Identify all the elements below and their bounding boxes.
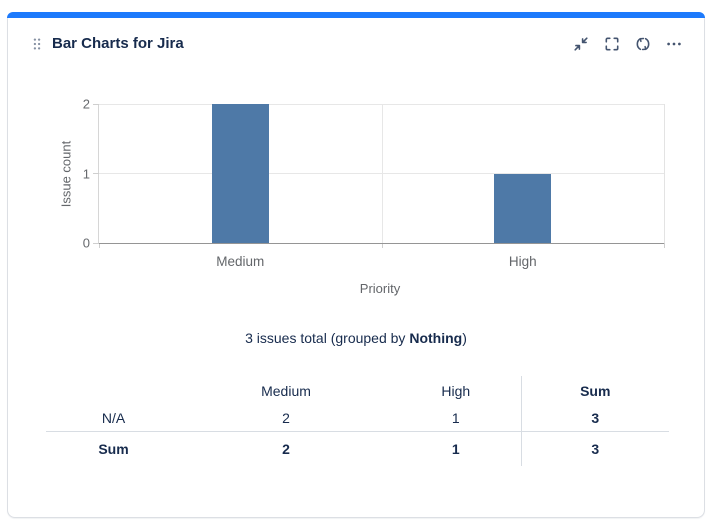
- x-axis-title: Priority: [359, 281, 401, 296]
- table-header-cell: Sum: [520, 376, 669, 405]
- y-tick-mark: [93, 103, 99, 105]
- fullscreen-icon[interactable]: [600, 32, 624, 56]
- dashboard-gadget-card: Bar Charts for Jira: [7, 12, 705, 518]
- table-cell: 1: [391, 431, 521, 466]
- y-tick-mark: [93, 242, 99, 244]
- summary-text: 3 issues total (grouped by Nothing): [8, 330, 704, 346]
- table-row-header: N/A: [101, 410, 126, 426]
- y-tick-mark: [93, 173, 99, 174]
- x-gridline: [381, 104, 383, 243]
- gadget-title: Bar Charts for Jira: [52, 35, 184, 52]
- y-tick-label: 1: [82, 166, 90, 181]
- summary-group-by-value: Nothing: [409, 330, 463, 346]
- y-tick-label: 0: [82, 235, 90, 251]
- table-cell: 3: [520, 405, 669, 432]
- x-tick-mark: [664, 243, 665, 248]
- x-tick-mark: [381, 243, 383, 248]
- x-category-label: High: [508, 254, 537, 269]
- table-cell: 1: [451, 410, 460, 426]
- plot-area: 0 1 2 Medium High: [83, 97, 665, 269]
- table-cell: 2: [282, 410, 290, 426]
- bar-high[interactable]: [494, 173, 552, 243]
- pivot-table: Medium High Sum N/A 2 1 3 Sum 2 1 3: [46, 376, 669, 466]
- gadget-toolbar: [569, 32, 686, 56]
- x-tick-mark: [99, 243, 100, 248]
- bar-chart: Issue count 0 1 2 Medium High Priority: [8, 97, 706, 308]
- collapse-icon[interactable]: [569, 32, 593, 56]
- table-row: Sum 2 1 3: [46, 431, 669, 466]
- summary-suffix: ): [462, 330, 467, 346]
- pivot-table-header: Medium High Sum: [46, 376, 669, 405]
- gadget-header: Bar Charts for Jira: [8, 19, 704, 67]
- more-options-icon[interactable]: [662, 32, 686, 56]
- table-cell: 2: [181, 431, 391, 466]
- table-cell: 3: [520, 431, 669, 466]
- table-row-header: Sum: [46, 431, 181, 466]
- drag-handle-icon[interactable]: [32, 37, 42, 51]
- table-header-cell: High: [441, 382, 471, 399]
- y-tick-label: 2: [82, 96, 90, 112]
- x-axis-line: [99, 242, 664, 244]
- y-axis-title: Issue count: [58, 140, 74, 208]
- table-row: N/A 2 1 3: [46, 405, 669, 432]
- x-category-label: Medium: [216, 254, 265, 269]
- summary-prefix: 3 issues total (grouped by: [245, 330, 410, 346]
- refresh-icon[interactable]: [631, 32, 655, 56]
- card-accent-bar: [7, 12, 705, 18]
- table-header-cell: Medium: [261, 382, 311, 399]
- bar-medium[interactable]: [211, 104, 269, 243]
- table-header-cell: [46, 376, 181, 405]
